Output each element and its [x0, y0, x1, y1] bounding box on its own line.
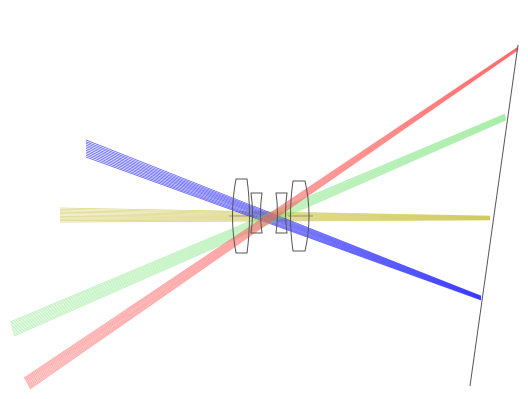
ray [85, 153, 482, 300]
ray [29, 49, 519, 390]
ray [85, 151, 482, 300]
red-bundle [23, 46, 519, 390]
blue-bundle [85, 139, 482, 301]
ray [85, 148, 482, 299]
lens-element-2 [250, 192, 263, 234]
lens-element-4 [290, 180, 310, 252]
ray [85, 156, 482, 301]
ray [10, 114, 506, 325]
ray [9, 113, 506, 323]
ray [85, 143, 482, 298]
ray [85, 144, 482, 298]
ray [85, 141, 482, 297]
ray [85, 149, 482, 299]
lens-system [229, 178, 313, 254]
ray [85, 139, 482, 297]
ray-bundles [9, 46, 519, 390]
ray [10, 114, 506, 324]
image-plane [469, 44, 519, 387]
lens-element-3 [275, 192, 288, 234]
ray [85, 154, 482, 300]
lens-element-1 [232, 178, 250, 254]
ray [85, 146, 482, 298]
